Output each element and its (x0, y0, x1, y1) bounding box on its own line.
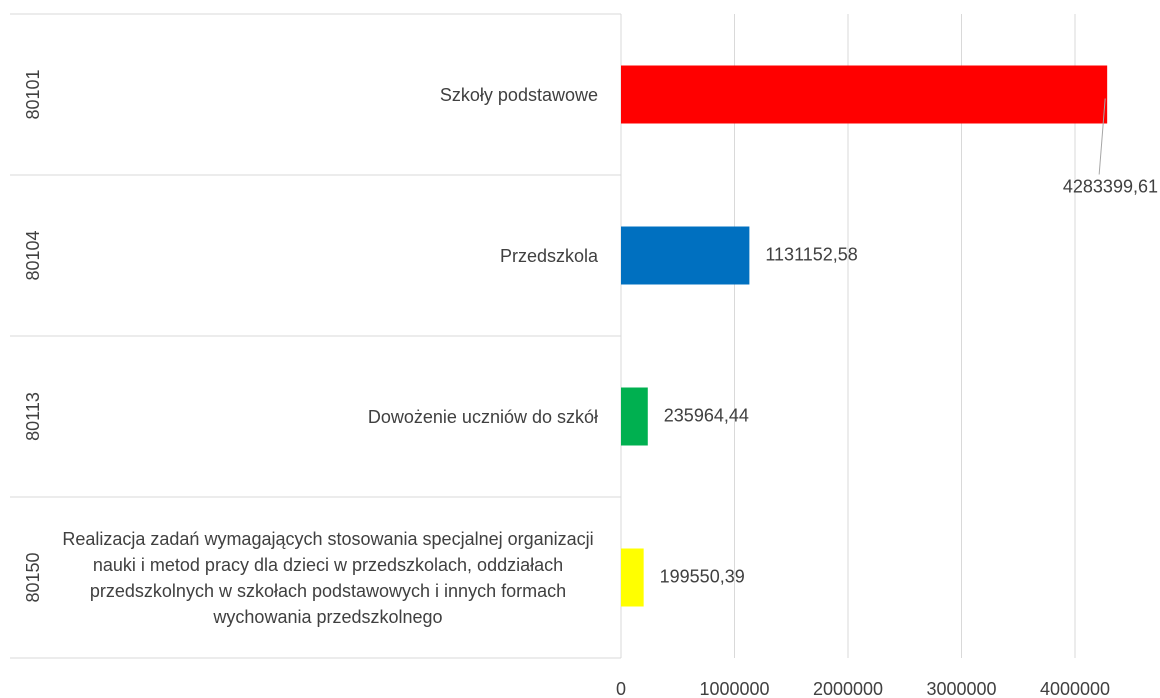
x-tick-label: 1000000 (699, 679, 769, 698)
category-text: Dowożenie uczniów do szkół (367, 406, 598, 427)
bar (621, 226, 750, 285)
data-label: 1131152,58 (765, 244, 857, 264)
x-tick-label: 0 (616, 679, 626, 698)
x-tick-label: 3000000 (926, 679, 996, 698)
x-tick-label: 4000000 (1040, 679, 1110, 698)
group-label: 80113 (23, 392, 43, 441)
data-label: 235964,44 (664, 405, 749, 425)
data-label: 199550,39 (660, 566, 745, 586)
category-label: Dowożenie uczniów do szkół (50, 336, 598, 497)
group-label: 80101 (23, 69, 43, 119)
bar (621, 387, 648, 446)
group-label: 80104 (23, 230, 43, 280)
x-tick-label: 2000000 (813, 679, 883, 698)
bar (621, 548, 644, 607)
category-label: Szkoły podstawowe (50, 14, 598, 175)
category-label: Przedszkola (50, 175, 598, 336)
category-text: Przedszkola (499, 245, 598, 266)
leader-line (1098, 98, 1106, 175)
category-text: Realizacja zadań wymagających stosowania… (62, 528, 594, 627)
bar (621, 65, 1108, 124)
data-label: 4283399,61 (1063, 176, 1158, 196)
category-label: Realizacja zadań wymagających stosowania… (50, 497, 598, 658)
category-text: Szkoły podstawowe (439, 84, 598, 105)
group-label: 80150 (23, 552, 43, 602)
